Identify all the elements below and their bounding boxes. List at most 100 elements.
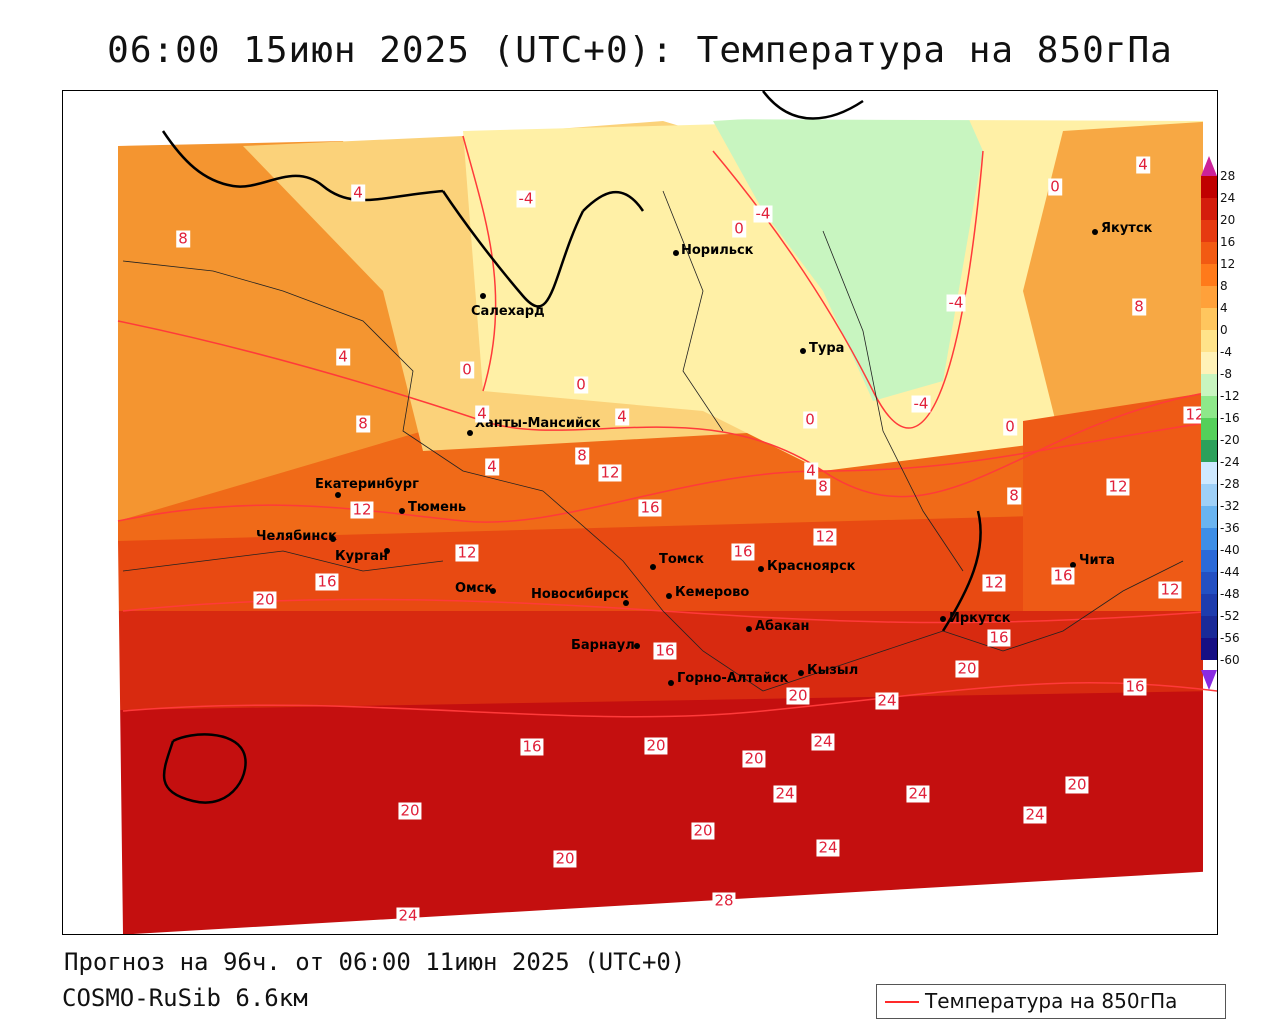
city-dot-kemerovo	[666, 593, 672, 599]
city-label-barnaul: Барнаул	[571, 638, 635, 653]
contour-label: -4	[911, 394, 931, 413]
contour-label: -4	[946, 293, 966, 312]
outside-domain-left	[63, 91, 123, 934]
contour-label: -4	[753, 204, 773, 223]
map-legend: Температура на 850гПа	[876, 984, 1226, 1019]
city-label-novosibirsk: Новосибирск	[531, 587, 629, 602]
colorbar-tick-label: 24	[1220, 191, 1236, 205]
city-label-omsk: Омск	[455, 581, 494, 596]
contour-label: 20	[398, 801, 422, 820]
city-dot-norilsk	[673, 250, 679, 256]
colorbar-tick-label: 0	[1220, 323, 1228, 337]
colorbar-tick-label: -48	[1220, 587, 1240, 601]
colorbar-cell	[1201, 264, 1217, 286]
city-dot-kurgan	[384, 548, 390, 554]
city-label-gorno-altaysk: Горно-Алтайск	[677, 671, 789, 686]
contour-label: 20	[691, 821, 715, 840]
city-label-chita: Чита	[1079, 553, 1115, 568]
colorbar-cell	[1201, 462, 1217, 484]
contour-label: 20	[955, 659, 979, 678]
contour-label: 12	[1183, 405, 1207, 424]
contour-label: 8	[356, 414, 370, 433]
contour-label: 4	[475, 404, 489, 423]
contour-label: 0	[732, 219, 746, 238]
colorbar-tick-label: 16	[1220, 235, 1236, 249]
contour-label: 0	[574, 375, 588, 394]
temperature-map: Норильск Салехард Тура Якутск Ханты-Манс…	[62, 90, 1218, 935]
contour-label: 4	[336, 347, 350, 366]
colorbar-cell	[1201, 286, 1217, 308]
colorbar-cell	[1201, 594, 1217, 616]
colorbar-cell	[1201, 220, 1217, 242]
contour-label: 20	[786, 686, 810, 705]
colorbar-tick-label: 28	[1220, 169, 1236, 183]
colorbar-cell	[1201, 528, 1217, 550]
contour-label: 16	[638, 498, 662, 517]
city-dot-yekaterinburg	[335, 492, 341, 498]
colorbar-tick-label: 4	[1220, 301, 1228, 315]
coastline	[161, 91, 982, 804]
field-band-8-east	[1023, 121, 1217, 451]
colorbar-tick-label: 20	[1220, 213, 1236, 227]
colorbar-tick-label: 8	[1220, 279, 1228, 293]
contour-label: 24	[816, 838, 840, 857]
model-name: COSMO-RuSib 6.6км	[62, 984, 308, 1012]
colorbar-bottom-arrow-icon	[1201, 670, 1217, 690]
contour-label: 0	[460, 360, 474, 379]
contour-label: 16	[520, 737, 544, 756]
contour-label: 4	[804, 461, 818, 480]
colorbar-tick-label: -52	[1220, 609, 1240, 623]
city-label-kemerovo: Кемерово	[675, 585, 750, 600]
city-dot-salekhard	[480, 293, 486, 299]
colorbar-tick-label: -40	[1220, 543, 1240, 557]
city-label-yakutsk: Якутск	[1101, 221, 1153, 236]
contour-label: 4	[485, 457, 499, 476]
contour-label: 24	[811, 732, 835, 751]
city-label-norilsk: Норильск	[681, 243, 754, 258]
contour-label: 12	[350, 500, 374, 519]
colorbar-cell	[1201, 616, 1217, 638]
city-dot-irkutsk	[940, 616, 946, 622]
colorbar-cell	[1201, 484, 1217, 506]
city-dot-gorno-altaysk	[668, 680, 674, 686]
colorbar-tick-label: -20	[1220, 433, 1240, 447]
contour-label: 0	[803, 410, 817, 429]
contour-label: 24	[396, 906, 420, 925]
contour-label: 16	[653, 641, 677, 660]
temperature-colorbar: 28 24 20 16 12 8 4 0 -4 -8 -12 -16 -20 -24 -28 -32 -36 -4…	[1200, 156, 1264, 692]
contour-label: 12	[813, 527, 837, 546]
city-label-tura: Тура	[809, 341, 845, 356]
colorbar-cell	[1201, 176, 1217, 198]
colorbar-tick-label: -4	[1220, 345, 1232, 359]
city-dot-chelyabinsk	[330, 536, 336, 542]
city-label-tomsk: Томск	[659, 552, 704, 567]
colorbar-tick-label: -8	[1220, 367, 1232, 381]
city-label-abakan: Абакан	[755, 619, 810, 634]
colorbar-tick-label: -56	[1220, 631, 1240, 645]
map-canvas	[63, 91, 1217, 934]
colorbar-tick-label: 12	[1220, 257, 1236, 271]
contour-label: 20	[742, 749, 766, 768]
city-dot-kyzyl	[798, 670, 804, 676]
contour-label: 12	[598, 463, 622, 482]
legend-line-swatch	[885, 1001, 919, 1003]
contour-label: 8	[176, 229, 190, 248]
contour-label: 12	[982, 573, 1006, 592]
city-dot-abakan	[746, 626, 752, 632]
colorbar-cell	[1201, 506, 1217, 528]
city-dot-khanty-mansiysk	[467, 430, 473, 436]
colorbar-cell	[1201, 198, 1217, 220]
colorbar-tick-label: -16	[1220, 411, 1240, 425]
city-dot-krasnoyarsk	[758, 566, 764, 572]
colorbar-cell	[1201, 638, 1217, 660]
contour-label: 16	[1123, 677, 1147, 696]
city-dot-barnaul	[634, 643, 640, 649]
contour-label: 16	[731, 542, 755, 561]
colorbar-tick-label: -28	[1220, 477, 1240, 491]
city-label-salekhard: Салехард	[471, 304, 545, 319]
city-label-khanty-mansiysk: Ханты-Мансийск	[475, 416, 601, 431]
contour-label: 20	[253, 590, 277, 609]
contour-label: 24	[875, 691, 899, 710]
contour-label: 8	[816, 477, 830, 496]
colorbar-cell	[1201, 396, 1217, 418]
